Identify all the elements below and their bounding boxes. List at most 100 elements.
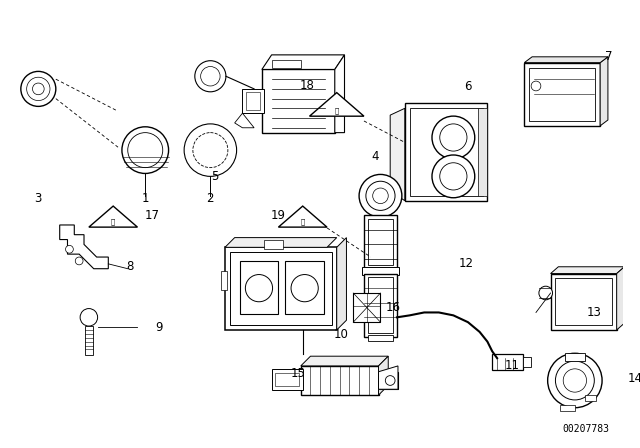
- Text: 11: 11: [504, 359, 519, 372]
- Circle shape: [563, 369, 586, 392]
- Bar: [524, 357, 531, 367]
- Bar: [378, 372, 398, 389]
- Polygon shape: [310, 93, 364, 116]
- Circle shape: [193, 133, 228, 168]
- Bar: [353, 293, 380, 322]
- Bar: [565, 353, 584, 361]
- Text: 15: 15: [291, 367, 305, 380]
- Text: 1: 1: [141, 192, 149, 205]
- Text: 16: 16: [386, 301, 401, 314]
- Bar: [362, 267, 399, 275]
- Bar: [524, 63, 600, 126]
- Polygon shape: [335, 55, 344, 133]
- Polygon shape: [225, 237, 337, 247]
- Bar: [225, 247, 337, 330]
- Bar: [550, 274, 617, 330]
- Bar: [404, 103, 488, 201]
- Text: 4: 4: [372, 151, 380, 164]
- Bar: [271, 369, 303, 390]
- Bar: [529, 68, 595, 121]
- Bar: [262, 69, 335, 133]
- Polygon shape: [550, 267, 625, 274]
- Circle shape: [184, 124, 237, 177]
- Bar: [85, 326, 93, 355]
- Bar: [364, 274, 397, 337]
- Circle shape: [65, 246, 74, 253]
- Circle shape: [359, 174, 402, 217]
- Text: Ⓡ: Ⓡ: [335, 107, 339, 114]
- Circle shape: [291, 275, 318, 302]
- Bar: [556, 279, 612, 325]
- Bar: [221, 271, 227, 290]
- Circle shape: [128, 133, 163, 168]
- Text: 6: 6: [464, 81, 472, 94]
- Text: Ⓡ: Ⓡ: [301, 219, 305, 225]
- Text: 8: 8: [126, 260, 133, 273]
- Circle shape: [21, 71, 56, 106]
- Bar: [368, 335, 393, 340]
- Bar: [492, 354, 524, 370]
- Bar: [271, 60, 301, 68]
- Bar: [264, 240, 284, 249]
- Text: 10: 10: [334, 328, 349, 341]
- Text: 13: 13: [587, 306, 602, 319]
- Bar: [368, 219, 393, 265]
- Circle shape: [201, 67, 220, 86]
- Polygon shape: [378, 356, 388, 395]
- Circle shape: [245, 275, 273, 302]
- Polygon shape: [89, 206, 138, 227]
- Circle shape: [195, 60, 226, 92]
- Circle shape: [27, 77, 50, 100]
- Bar: [364, 215, 397, 269]
- Polygon shape: [524, 57, 608, 63]
- Bar: [584, 395, 596, 401]
- Polygon shape: [617, 267, 625, 330]
- Text: 12: 12: [458, 257, 474, 270]
- Polygon shape: [390, 108, 404, 201]
- Circle shape: [80, 309, 98, 326]
- Text: 5: 5: [212, 170, 219, 183]
- Polygon shape: [60, 225, 108, 269]
- Polygon shape: [378, 366, 398, 389]
- Bar: [410, 108, 483, 196]
- Bar: [560, 405, 575, 411]
- Circle shape: [556, 361, 595, 400]
- Text: 00207783: 00207783: [562, 424, 609, 434]
- Polygon shape: [278, 206, 327, 227]
- Bar: [477, 108, 488, 196]
- Circle shape: [432, 116, 475, 159]
- Bar: [285, 261, 324, 314]
- Text: 19: 19: [271, 209, 286, 222]
- Text: 2: 2: [207, 192, 214, 205]
- Circle shape: [372, 188, 388, 203]
- Polygon shape: [262, 55, 344, 69]
- Bar: [239, 261, 278, 314]
- Circle shape: [548, 353, 602, 408]
- Text: Ⓡ: Ⓡ: [111, 219, 115, 225]
- Polygon shape: [301, 356, 388, 366]
- Circle shape: [385, 375, 395, 385]
- Text: 18: 18: [300, 79, 315, 92]
- Bar: [301, 366, 378, 395]
- Circle shape: [440, 163, 467, 190]
- Polygon shape: [600, 57, 608, 126]
- Circle shape: [76, 257, 83, 265]
- Circle shape: [531, 81, 541, 91]
- Bar: [246, 92, 260, 110]
- Polygon shape: [337, 237, 346, 330]
- Circle shape: [432, 155, 475, 198]
- Bar: [243, 89, 264, 113]
- Text: 9: 9: [155, 320, 163, 333]
- Circle shape: [33, 83, 44, 95]
- Bar: [230, 252, 332, 325]
- Text: 3: 3: [35, 192, 42, 205]
- Bar: [368, 277, 393, 333]
- Bar: [275, 373, 299, 386]
- Text: 14: 14: [628, 372, 640, 385]
- Circle shape: [539, 286, 552, 300]
- Polygon shape: [235, 113, 254, 128]
- Circle shape: [122, 127, 168, 173]
- Circle shape: [440, 124, 467, 151]
- Text: 17: 17: [145, 209, 159, 222]
- Text: 7: 7: [605, 50, 612, 63]
